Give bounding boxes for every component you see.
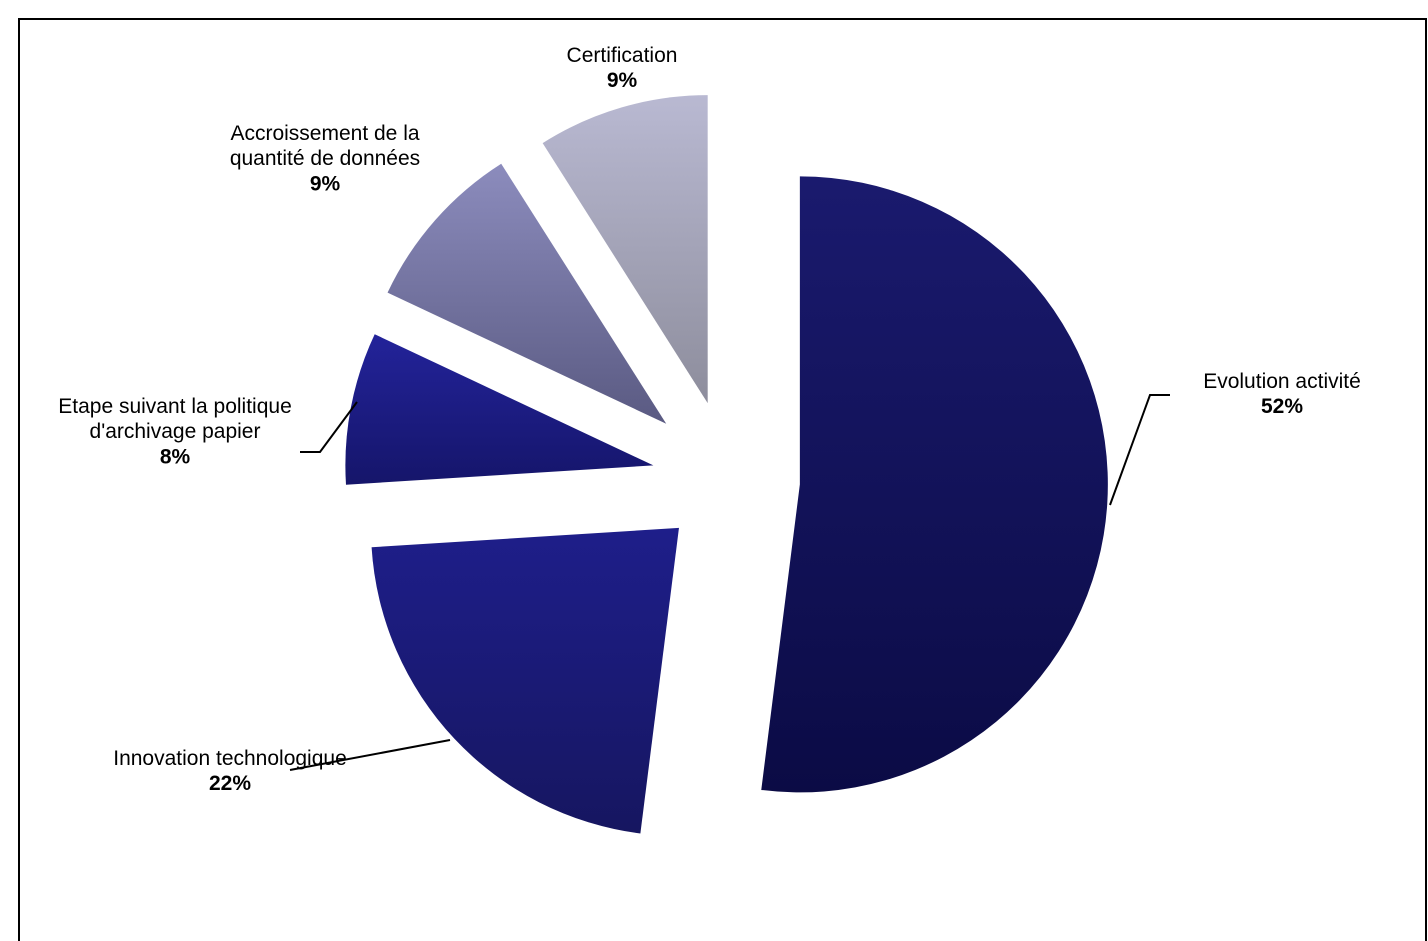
pie-slice [387, 163, 667, 424]
pie-slice [542, 95, 708, 404]
slice-value-label: 9% [310, 172, 341, 195]
slice-value-label: 22% [209, 772, 251, 795]
slice-label: Etape suivant la politique d'archivage pa… [58, 395, 292, 443]
leader-line [1109, 394, 1170, 506]
chart-frame [18, 18, 1427, 941]
slice-label: Certification [567, 44, 678, 67]
leader-line [289, 739, 451, 771]
slice-value-label: 52% [1261, 395, 1303, 418]
pie-slice [345, 334, 654, 485]
slice-label: Accroissement de la quantité de données [230, 122, 420, 170]
slice-label: Evolution activité [1203, 370, 1361, 393]
slice-label: Innovation technologique [113, 747, 347, 770]
pie-slice [371, 527, 679, 834]
slice-value-label: 9% [607, 69, 638, 92]
leader-line [300, 401, 358, 453]
slice-value-label: 8% [160, 445, 191, 468]
pie-slice [761, 176, 1108, 793]
